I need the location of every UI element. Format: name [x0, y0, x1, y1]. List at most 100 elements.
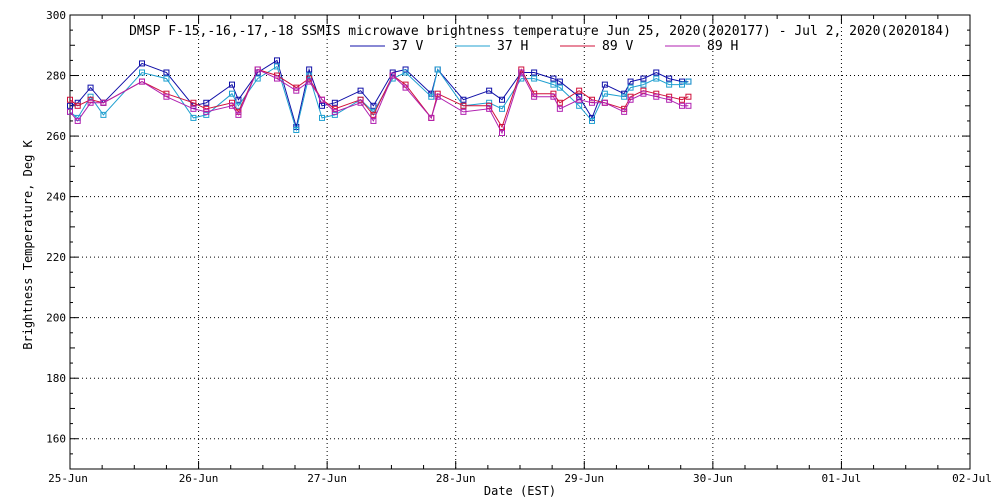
data-point — [402, 69, 409, 76]
data-point — [621, 93, 628, 100]
chart-title: DMSP F-15,-16,-17,-18 SSMIS microwave br… — [129, 24, 951, 39]
data-point — [87, 84, 94, 91]
data-point — [319, 96, 325, 103]
data-point — [67, 102, 73, 109]
x-tick-label: 29-Jun — [564, 472, 604, 485]
data-point — [640, 87, 647, 94]
legend-label: 37 H — [497, 39, 528, 54]
data-point — [235, 96, 242, 103]
data-point — [550, 93, 557, 100]
data-point — [306, 66, 313, 73]
data-point — [653, 93, 660, 100]
data-point — [357, 87, 364, 94]
data-point — [74, 117, 81, 124]
legend-label: 37 V — [392, 39, 423, 54]
y-tick-label: 240 — [46, 191, 66, 204]
data-point — [163, 69, 170, 76]
data-point — [518, 69, 525, 76]
series-layer — [67, 57, 692, 137]
data-point — [499, 123, 505, 130]
data-point — [685, 93, 692, 100]
data-point — [486, 87, 493, 94]
data-point — [229, 81, 235, 88]
data-point — [428, 93, 435, 100]
data-point — [306, 78, 313, 85]
data-point — [499, 130, 505, 137]
data-point — [434, 66, 441, 73]
series-line — [69, 68, 689, 129]
data-point — [621, 108, 628, 115]
data-point — [163, 93, 170, 100]
data-point — [460, 108, 467, 115]
y-tick-label: 300 — [46, 9, 66, 22]
data-point — [139, 60, 145, 67]
data-point — [428, 114, 435, 121]
data-point — [370, 102, 377, 109]
data-point — [601, 99, 608, 106]
data-point — [627, 84, 634, 91]
data-point — [556, 84, 563, 91]
data-point — [190, 114, 197, 121]
x-axis-label: Date (EST) — [484, 484, 556, 498]
data-point — [640, 90, 647, 97]
data-point — [531, 69, 538, 76]
data-point — [556, 105, 563, 112]
y-tick-label: 180 — [46, 372, 66, 385]
data-point — [203, 105, 210, 112]
series-line — [69, 65, 689, 132]
data-point — [556, 78, 563, 85]
data-point — [531, 75, 538, 82]
data-point — [601, 81, 608, 88]
x-tick-label: 02-Jul — [952, 472, 992, 485]
x-tick-label: 26-Jun — [179, 472, 219, 485]
data-point — [87, 96, 94, 103]
data-point — [556, 99, 563, 106]
data-point — [235, 111, 242, 118]
data-point — [87, 99, 94, 106]
x-tick-label: 01-Jul — [822, 472, 862, 485]
data-point — [653, 69, 660, 76]
x-tick-label: 28-Jun — [436, 472, 476, 485]
data-point — [139, 78, 145, 85]
data-point — [190, 105, 197, 112]
axis-ticks: 160 180 200 220 240 260 280 300 25-Jun 26-Jun 27-J… — [46, 9, 992, 485]
data-point — [190, 99, 197, 106]
data-point — [139, 69, 145, 76]
data-point — [685, 102, 692, 109]
data-point — [293, 127, 300, 134]
series-89-h — [67, 66, 692, 137]
data-point — [589, 117, 595, 124]
data-point — [499, 96, 505, 103]
data-point — [589, 96, 595, 103]
data-point — [531, 93, 538, 100]
data-point — [679, 96, 685, 103]
y-axis-label: Brightness Temperature, Deg K — [21, 139, 35, 349]
series-37-h — [67, 63, 692, 134]
data-point — [640, 75, 647, 82]
data-point — [685, 78, 692, 85]
data-point — [653, 75, 660, 82]
data-point — [576, 96, 583, 103]
data-point — [229, 102, 235, 109]
data-point — [274, 57, 280, 64]
y-tick-label: 220 — [46, 251, 66, 264]
data-point — [370, 117, 377, 124]
data-point — [434, 93, 441, 100]
legend-label: 89 H — [707, 39, 738, 54]
data-point — [679, 81, 685, 88]
data-point — [627, 78, 634, 85]
data-point — [576, 102, 583, 109]
data-point — [163, 75, 170, 82]
data-point — [589, 99, 595, 106]
y-tick-label: 280 — [46, 70, 66, 83]
data-point — [203, 108, 210, 115]
data-point — [666, 75, 673, 82]
data-point — [576, 87, 583, 94]
data-point — [550, 75, 557, 82]
data-point — [499, 105, 505, 112]
data-point — [229, 99, 235, 106]
data-point — [100, 99, 107, 106]
data-point — [666, 96, 673, 103]
